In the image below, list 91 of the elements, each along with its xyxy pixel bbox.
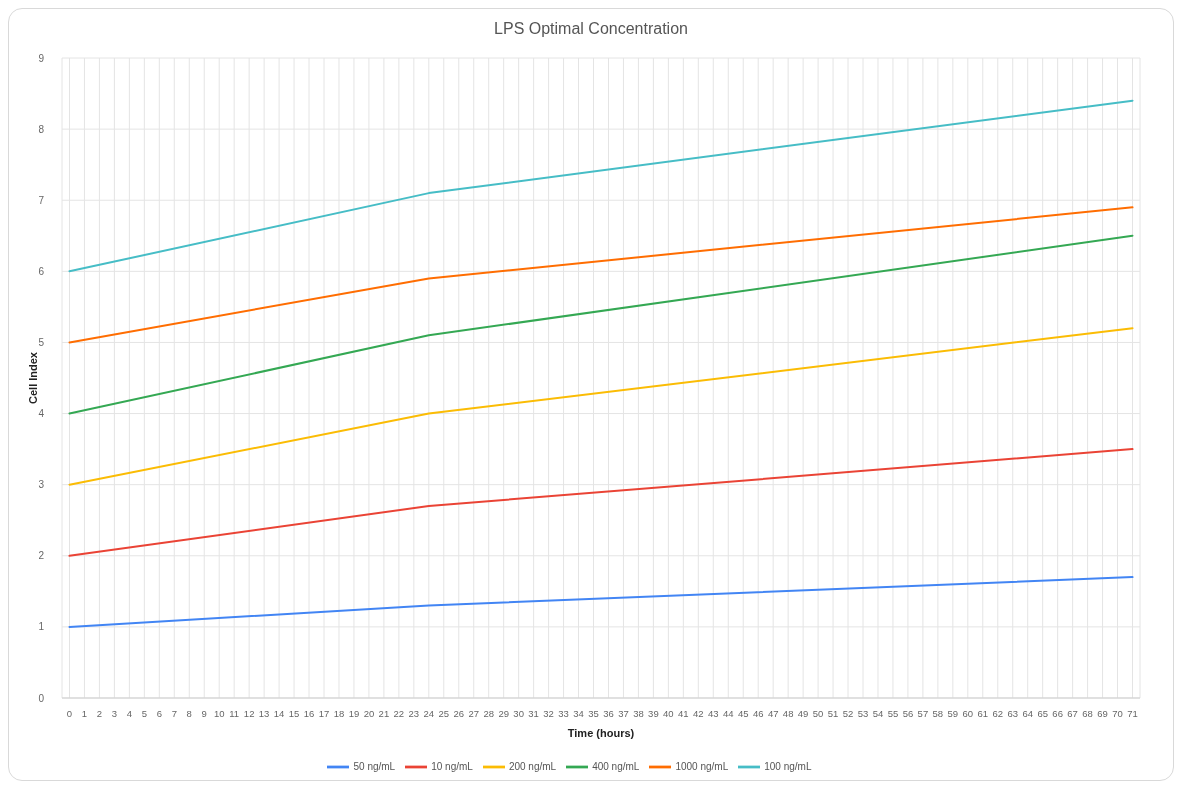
y-tick-label: 8 [38, 123, 45, 135]
x-tick-label: 53 [857, 707, 869, 719]
x-tick-label: 42 [693, 707, 704, 719]
x-axis-title: Time (hours) [566, 727, 636, 739]
x-tick-label: 6 [156, 707, 162, 719]
x-tick-label: 14 [273, 707, 285, 719]
x-tick-label: 67 [1067, 707, 1078, 719]
x-tick-label: 4 [126, 707, 133, 719]
y-tick-label: 6 [38, 265, 45, 277]
x-tick-label: 23 [408, 707, 420, 719]
legend-label: 100 ng/mL [764, 760, 812, 772]
x-tick-label: 66 [1052, 707, 1063, 719]
x-tick-label: 9 [201, 707, 207, 719]
x-tick-label: 58 [932, 707, 944, 719]
legend-label: 50 ng/mL [353, 760, 396, 772]
y-tick-label: 7 [38, 194, 45, 206]
x-tick-label: 28 [483, 707, 494, 719]
x-tick-label: 50 [812, 707, 824, 719]
y-tick-label: 4 [38, 408, 45, 420]
x-tick-label: 16 [303, 707, 315, 719]
x-tick-label: 2 [96, 707, 103, 719]
legend-label: 200 ng/mL [508, 760, 557, 772]
y-tick-label: 3 [38, 479, 45, 491]
x-tick-label: 41 [678, 707, 689, 719]
x-tick-label: 38 [633, 707, 644, 719]
legend-label: 1000 ng/mL [675, 760, 729, 772]
x-tick-label: 20 [363, 707, 375, 719]
x-tick-label: 22 [393, 707, 405, 719]
x-tick-label: 69 [1097, 707, 1108, 719]
x-tick-label: 36 [603, 707, 614, 719]
x-tick-label: 1 [81, 707, 88, 719]
x-tick-label: 63 [1007, 707, 1019, 719]
y-tick-label: 2 [38, 550, 45, 562]
x-tick-label: 15 [288, 707, 300, 719]
x-tick-label: 46 [752, 707, 764, 719]
x-tick-label: 25 [438, 707, 450, 719]
x-tick-label: 57 [917, 707, 929, 719]
x-tick-label: 29 [498, 707, 509, 719]
x-tick-label: 3 [111, 707, 118, 719]
x-tick-label: 0 [66, 707, 73, 719]
x-tick-label: 11 [229, 707, 240, 719]
x-tick-label: 43 [708, 707, 719, 719]
x-tick-label: 17 [318, 707, 330, 719]
x-tick-label: 59 [947, 707, 959, 719]
x-tick-label: 60 [962, 707, 974, 719]
x-tick-label: 65 [1037, 707, 1048, 719]
x-tick-label: 34 [573, 707, 584, 719]
x-tick-label: 64 [1022, 707, 1033, 719]
x-tick-label: 8 [186, 707, 192, 719]
y-tick-label: 0 [38, 692, 45, 704]
x-tick-label: 32 [543, 707, 554, 719]
x-tick-label: 13 [258, 707, 270, 719]
x-tick-label: 51 [827, 707, 839, 719]
x-tick-label: 10 [213, 707, 225, 719]
x-tick-label: 71 [1127, 707, 1138, 719]
x-tick-label: 45 [737, 707, 749, 719]
x-tick-label: 37 [618, 707, 629, 719]
x-tick-label: 56 [902, 707, 914, 719]
x-tick-label: 40 [663, 707, 674, 719]
x-tick-label: 33 [558, 707, 569, 719]
x-tick-label: 48 [782, 707, 794, 719]
x-tick-label: 70 [1112, 707, 1123, 719]
x-tick-label: 26 [453, 707, 465, 719]
x-tick-label: 5 [141, 707, 147, 719]
x-tick-label: 31 [528, 707, 539, 719]
x-tick-label: 44 [722, 707, 734, 719]
y-tick-label: 9 [38, 52, 45, 64]
x-tick-label: 19 [348, 707, 360, 719]
x-tick-label: 21 [378, 707, 390, 719]
y-axis-title: Cell Index [27, 352, 39, 404]
x-tick-label: 52 [842, 707, 854, 719]
chart-title: LPS Optimal Concentration [493, 20, 689, 38]
x-tick-label: 18 [333, 707, 345, 719]
x-tick-label: 68 [1082, 707, 1093, 719]
y-tick-label: 5 [38, 336, 45, 348]
x-tick-label: 47 [767, 707, 779, 719]
x-tick-label: 55 [887, 707, 899, 719]
legend-label: 400 ng/mL [592, 760, 640, 772]
legend-label: 10 ng/mL [431, 760, 473, 772]
x-tick-label: 49 [797, 707, 809, 719]
x-tick-label: 24 [423, 707, 435, 719]
x-tick-label: 61 [977, 707, 989, 719]
x-tick-label: 27 [468, 707, 480, 719]
x-tick-label: 62 [992, 707, 1004, 719]
x-tick-label: 35 [588, 707, 599, 719]
x-tick-label: 39 [648, 707, 659, 719]
x-tick-label: 30 [513, 707, 524, 719]
y-tick-label: 1 [38, 621, 45, 633]
x-tick-label: 54 [872, 707, 884, 719]
x-tick-label: 7 [171, 707, 177, 719]
x-tick-label: 12 [243, 707, 255, 719]
